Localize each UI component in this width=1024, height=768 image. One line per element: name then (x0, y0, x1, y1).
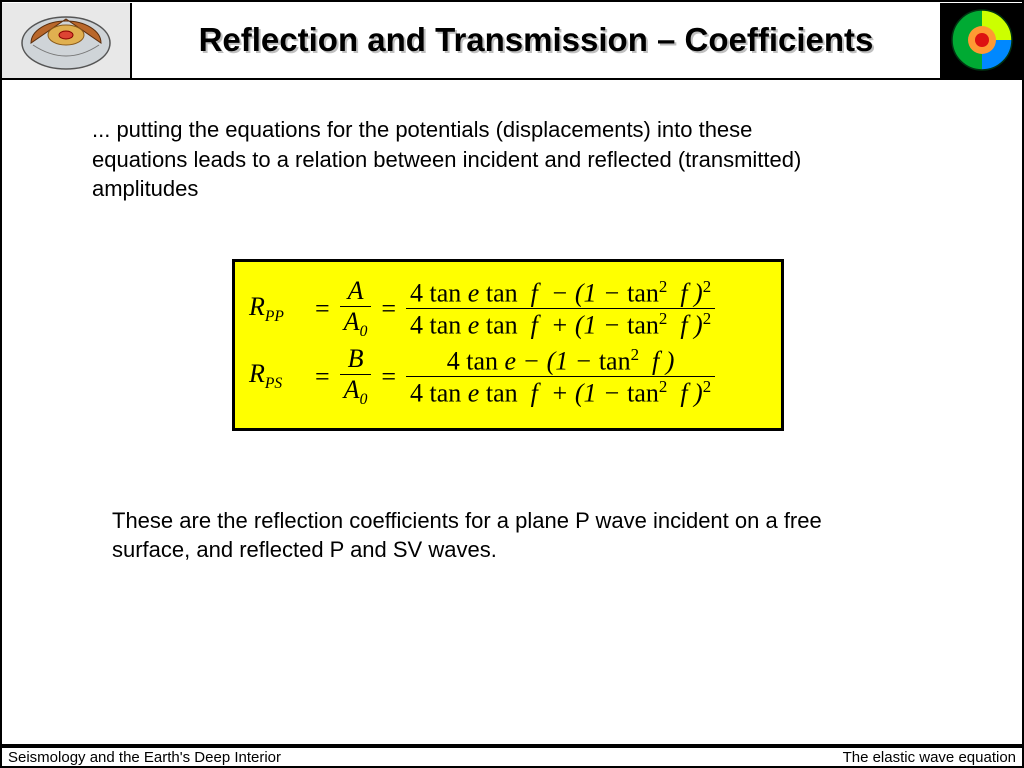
slide-header: Reflection and Transmission – Coefficien… (0, 0, 1024, 78)
footer-left: Seismology and the Earth's Deep Interior (8, 749, 281, 766)
earth-tomography-icon (940, 3, 1022, 78)
footer-right: The elastic wave equation (843, 749, 1016, 766)
slide-title-text: Reflection and Transmission – Coefficien… (132, 21, 940, 59)
equation-rps: RPS = B A0 = 4 tan e − (1 − tan2 f ) 4 t… (249, 346, 767, 408)
outro-text: These are the reflection coefficients fo… (112, 506, 882, 565)
earth-cutaway-icon (2, 3, 132, 78)
equation-box: RPP = A A0 = 4 tan e tan f − (1 − tan2 f… (232, 259, 784, 431)
slide-body: ... putting the equations for the potent… (0, 78, 1024, 746)
slide-footer: Seismology and the Earth's Deep Interior… (0, 746, 1024, 768)
equation-rpp: RPP = A A0 = 4 tan e tan f − (1 − tan2 f… (249, 278, 767, 340)
slide-title: Reflection and Transmission – Coefficien… (132, 21, 940, 59)
intro-text: ... putting the equations for the potent… (92, 115, 852, 204)
